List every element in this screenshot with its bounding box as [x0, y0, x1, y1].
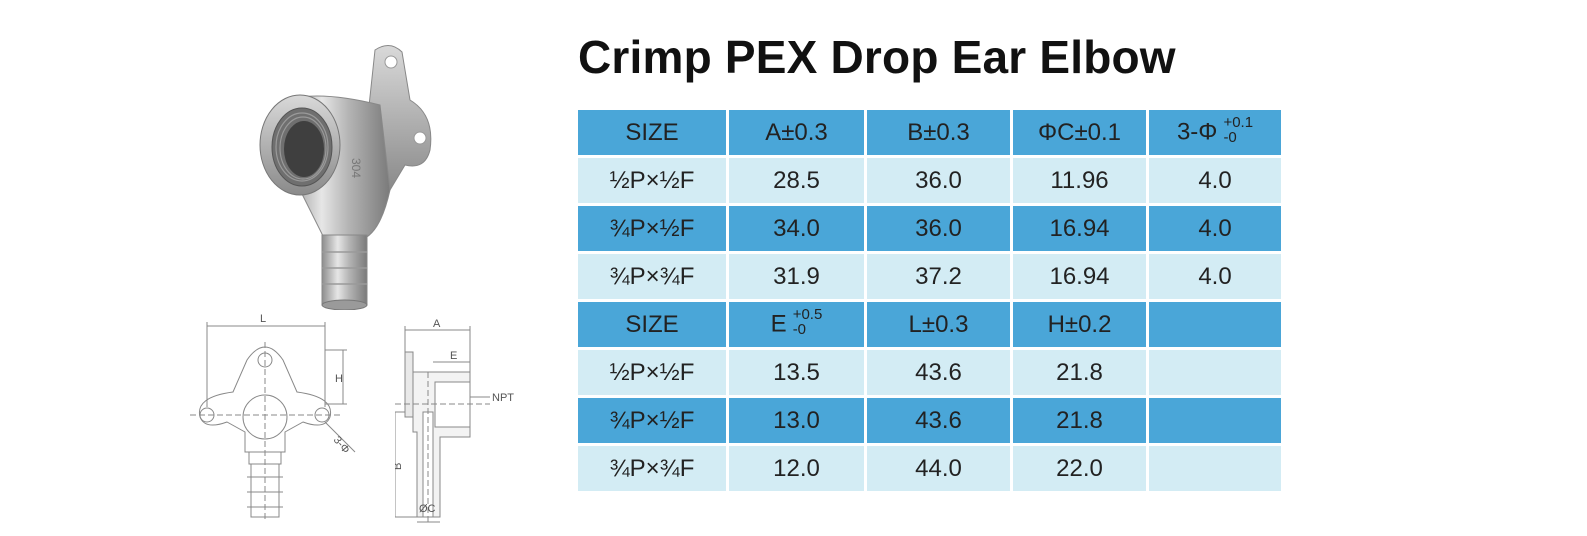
product-photo: 304: [259, 45, 432, 310]
dim-label-h: H: [335, 373, 343, 385]
header-c: ΦC±0.1: [1013, 110, 1146, 155]
dim-label-b: B: [395, 463, 404, 470]
header-size: SIZE: [578, 110, 726, 155]
dim-label-a: A: [433, 318, 441, 330]
cell-l: 43.6: [867, 350, 1010, 395]
dim-label-hole: 3-Φ: [331, 434, 352, 456]
cell-e: 13.5: [729, 350, 864, 395]
table-row: ¾P×¾F 12.0 44.0 22.0: [578, 446, 1281, 491]
dim-label-l: L: [260, 313, 266, 325]
dimension-table: SIZE A±0.3 B±0.3 ΦC±0.1 3-Φ +0.1 -0 ½P×½F …: [575, 107, 1284, 494]
cell-empty: [1149, 446, 1281, 491]
page-title: Crimp PEX Drop Ear Elbow: [578, 31, 1176, 83]
cell-e: 12.0: [729, 446, 864, 491]
tolerance-upper: +0.1: [1223, 113, 1254, 131]
cell-b: 36.0: [867, 206, 1010, 251]
table-row: ½P×½F 13.5 43.6 21.8: [578, 350, 1281, 395]
header-hole-label: 3-Φ: [1176, 117, 1218, 145]
dim-label-npt: NPT: [492, 392, 514, 404]
cell-b: 37.2: [867, 254, 1010, 299]
cell-h: 21.8: [1013, 398, 1146, 443]
header-e: E +0.5 -0: [729, 302, 864, 347]
table-row: ¾P×¾F 31.9 37.2 16.94 4.0: [578, 254, 1281, 299]
cell-size: ¾P×½F: [578, 398, 726, 443]
tolerance-upper: +0.5: [792, 305, 823, 323]
header-empty: [1149, 302, 1281, 347]
cell-empty: [1149, 398, 1281, 443]
cell-size: ¾P×¾F: [578, 254, 726, 299]
cell-size: ¾P×¾F: [578, 446, 726, 491]
cell-empty: [1149, 350, 1281, 395]
tolerance: +0.5 -0: [793, 307, 823, 337]
side-section-drawing: A E NPT B ØC: [395, 318, 514, 524]
cell-b: 36.0: [867, 158, 1010, 203]
cell-c: 16.94: [1013, 254, 1146, 299]
header-l: L±0.3: [867, 302, 1010, 347]
cell-hole: 4.0: [1149, 254, 1281, 299]
front-view-drawing: L H 3-Φ: [190, 313, 356, 522]
cell-size: ½P×½F: [578, 350, 726, 395]
table-header-row: SIZE E +0.5 -0 L±0.3 H±0.2: [578, 302, 1281, 347]
tolerance-lower: -0: [1223, 128, 1237, 146]
tolerance-lower: -0: [792, 320, 807, 338]
cell-e: 13.0: [729, 398, 864, 443]
table-row: ½P×½F 28.5 36.0 11.96 4.0: [578, 158, 1281, 203]
table-header-row: SIZE A±0.3 B±0.3 ΦC±0.1 3-Φ +0.1 -0: [578, 110, 1281, 155]
dim-label-e: E: [450, 350, 457, 362]
cell-h: 21.8: [1013, 350, 1146, 395]
cell-l: 44.0: [867, 446, 1010, 491]
dim-label-c: ØC: [419, 503, 436, 515]
cell-hole: 4.0: [1149, 158, 1281, 203]
cell-c: 11.96: [1013, 158, 1146, 203]
header-h: H±0.2: [1013, 302, 1146, 347]
cell-c: 16.94: [1013, 206, 1146, 251]
tolerance: +0.1 -0: [1223, 115, 1253, 145]
table-row: ¾P×½F 13.0 43.6 21.8: [578, 398, 1281, 443]
cell-l: 43.6: [867, 398, 1010, 443]
header-e-label: E: [770, 309, 787, 337]
cell-h: 22.0: [1013, 446, 1146, 491]
header-a: A±0.3: [729, 110, 864, 155]
cell-size: ¾P×½F: [578, 206, 726, 251]
cell-a: 34.0: [729, 206, 864, 251]
cell-size: ½P×½F: [578, 158, 726, 203]
header-size: SIZE: [578, 302, 726, 347]
header-b: B±0.3: [867, 110, 1010, 155]
cell-a: 31.9: [729, 254, 864, 299]
cell-hole: 4.0: [1149, 206, 1281, 251]
cell-a: 28.5: [729, 158, 864, 203]
header-hole: 3-Φ +0.1 -0: [1149, 110, 1281, 155]
table-row: ¾P×½F 34.0 36.0 16.94 4.0: [578, 206, 1281, 251]
material-marking: 304: [349, 158, 363, 178]
